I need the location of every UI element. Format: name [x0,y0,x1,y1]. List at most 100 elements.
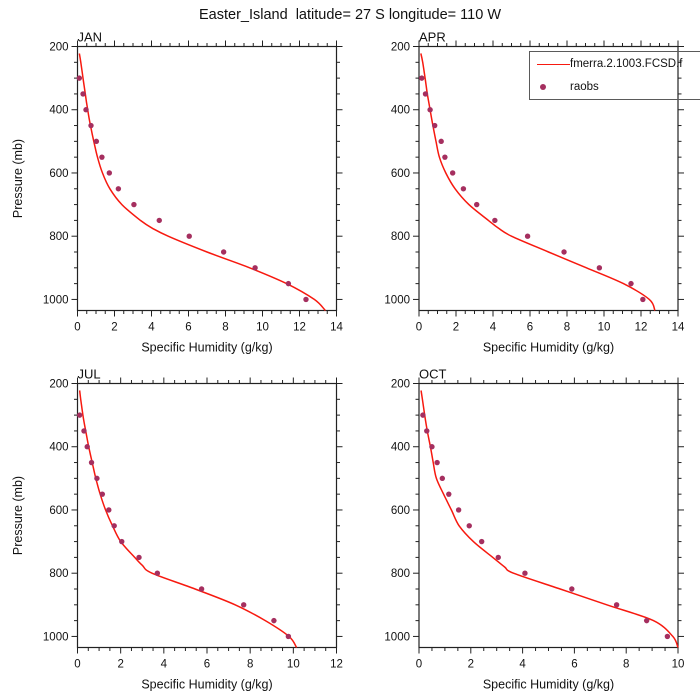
axis-tick-labels: 0 2 4 6 8 10 200 400 600 800 1000 [384,379,684,671]
plot-frame [418,382,679,649]
x-tick-label: 4 [161,659,168,671]
raobs-dot [432,122,438,129]
x-tick-label: 2 [453,322,459,334]
raobs-dot [76,75,83,81]
raobs-dot [455,507,462,513]
raobs-dot [80,91,86,97]
raobs-dot [422,91,429,97]
y-tick-label: 400 [391,442,410,454]
raobs-dot [628,280,634,287]
raobs-dot [522,570,528,576]
x-tick-label: 0 [74,322,80,334]
raobs-dot [94,475,100,482]
y-tick-label: 600 [49,505,68,517]
y-axis-title: Pressure (mb) [11,139,25,218]
x-tick-label: 8 [623,659,629,671]
axis-tick-labels: 0 2 4 6 8 10 12 200 400 600 800 1000 [43,379,343,671]
plot-frame [76,45,338,312]
x-tick-label: 10 [598,322,611,334]
panel-apr: 0 2 4 6 8 10 12 14 200 400 600 800 1000 APR Specific H… [384,30,685,355]
y-tick-label: 600 [49,168,68,180]
raobs-dot [446,491,452,497]
y-tick-label: 200 [49,42,68,54]
y-tick-label: 400 [49,105,68,117]
axis-tick-labels: 0 2 4 6 8 10 12 14 200 400 600 800 1000 [384,42,685,334]
raobs-dot [156,217,162,224]
x-tick-label: 14 [330,322,343,334]
raobs-dot [131,201,137,208]
x-tick-label: 8 [247,659,253,671]
y-tick-label: 1000 [43,631,69,643]
raobs-dot [106,507,112,513]
raobs-dot [119,538,125,545]
axis-ticks [413,377,684,654]
panel-title-jan: JAN [78,30,103,45]
raobs-dot [76,412,83,418]
y-tick-label: 200 [49,379,68,391]
x-tick-label: 0 [416,659,422,671]
raobs-dot [613,602,620,608]
raobs-dot [420,412,426,418]
raobs-dot [474,201,480,208]
raobs-dot [596,265,603,271]
raobs-dot [495,554,501,561]
x-tick-label: 6 [527,322,533,334]
raobs-dot [186,233,192,239]
raobs-dot [240,602,247,608]
y-tick-label: 200 [391,379,410,391]
raobs-dot-swatch [540,84,546,90]
x-tick-label: 2 [117,659,123,671]
raobs-dot [460,186,467,192]
panel-jan: 0 2 4 6 8 10 12 14 200 400 600 800 1000 JAN Specific H… [11,30,343,355]
x-axis-title: Specific Humidity (g/kg) [483,341,614,355]
fmerra-curve [420,390,679,648]
raobs-dot [88,122,94,129]
raobs-dot [252,265,258,271]
raobs-dot [198,586,205,592]
raobs-dot [136,554,142,561]
raobs-dot [569,586,575,592]
x-tick-label: 6 [204,659,210,671]
x-tick-label: 0 [74,659,80,671]
legend-fmerra-label: fmerra.2.1003.FCSD.f [570,58,683,70]
y-tick-label: 1000 [384,294,410,306]
y-tick-label: 800 [49,231,68,243]
raobs-dot [84,444,90,450]
raobs-dot [154,570,161,576]
raobs-dot [466,523,472,529]
raobs-dot [561,249,567,255]
panel-jul: 0 2 4 6 8 10 12 200 400 600 800 1000 JUL Specific Hum… [11,367,343,692]
y-tick-label: 1000 [43,294,69,306]
x-axis-title: Specific Humidity (g/kg) [141,341,272,355]
axis-ticks [71,40,343,317]
raobs-dot [438,138,444,145]
x-tick-label: 6 [185,322,191,334]
fmerra-line-swatch [537,63,570,65]
raobs-dot [429,444,435,450]
raobs-dot [643,617,650,624]
y-tick-label: 200 [391,42,410,54]
legend-row-fmerra: fmerra.2.1003.FCSD.f [530,53,700,76]
raobs-dot [285,633,292,640]
raobs-dot [478,538,485,545]
raobs-dot [439,475,446,482]
x-tick-label: 14 [672,322,685,334]
raobs-dot [524,233,531,239]
raobs-dot [442,154,448,160]
y-tick-label: 600 [391,168,410,180]
x-tick-label: 0 [416,322,422,334]
raobs-dot [81,428,87,434]
legend-raobs-label: raobs [570,81,599,93]
panel-title-apr: APR [419,30,446,45]
x-tick-label: 6 [571,659,577,671]
raobs-dot [640,296,646,303]
raobs-dot [427,107,433,113]
raobs-dot [111,523,117,529]
x-tick-label: 12 [330,659,343,671]
y-tick-label: 800 [391,568,410,580]
fmerra-curve [78,390,298,648]
raobs-dot [449,170,456,176]
raobs-dot [434,459,440,466]
y-tick-label: 1000 [384,631,410,643]
